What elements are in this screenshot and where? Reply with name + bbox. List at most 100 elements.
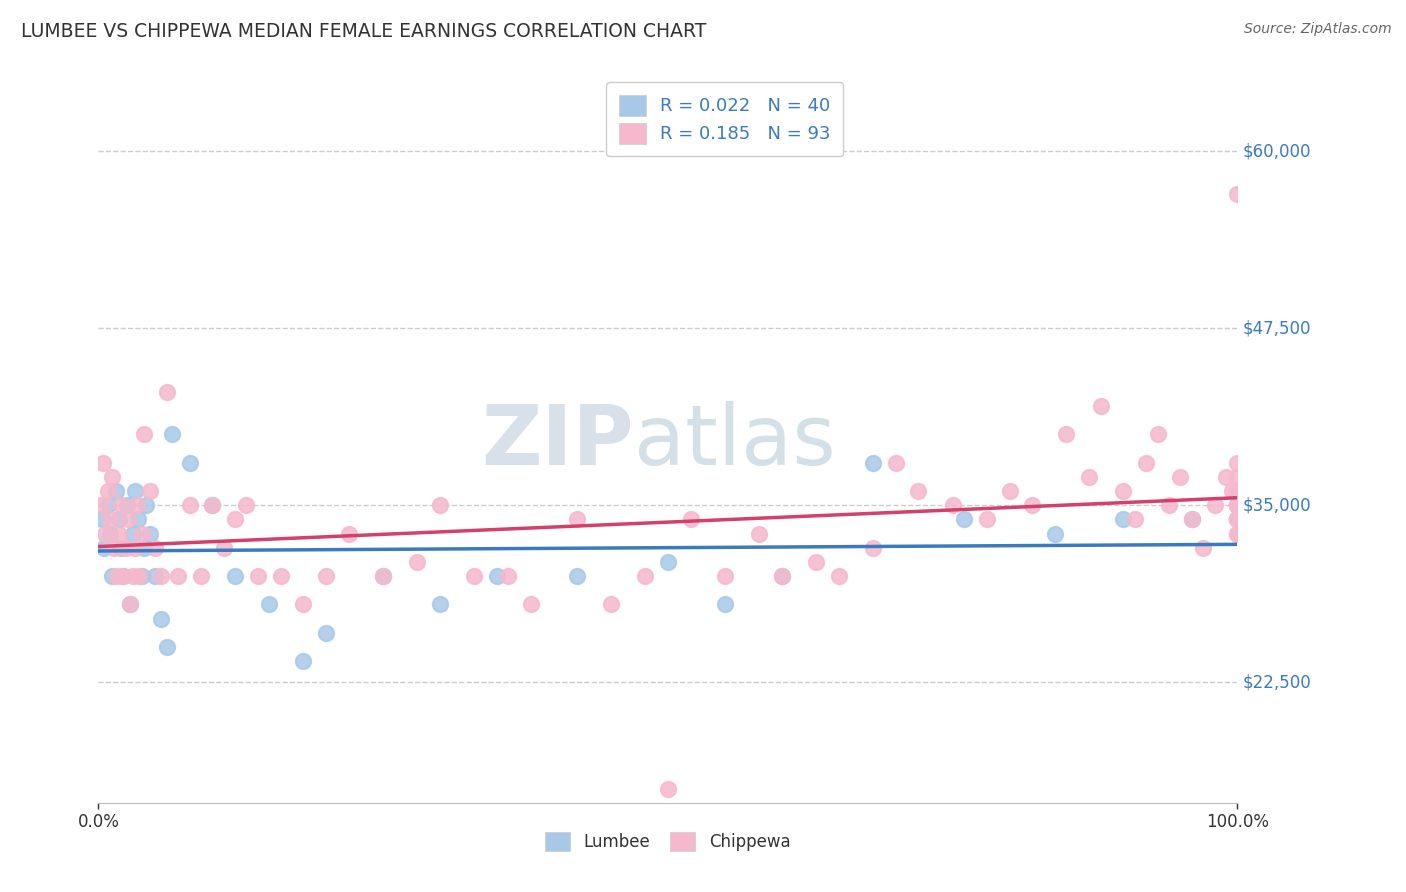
Point xyxy=(120,598,142,612)
Point xyxy=(246,569,269,583)
Point xyxy=(90,512,112,526)
Point xyxy=(1226,484,1249,499)
Point xyxy=(1226,470,1249,484)
Point xyxy=(1226,498,1249,512)
Point xyxy=(1043,526,1066,541)
Point xyxy=(1226,498,1249,512)
Point xyxy=(108,526,131,541)
Point xyxy=(112,569,135,583)
Point xyxy=(259,598,281,612)
Point xyxy=(150,612,173,626)
Point xyxy=(128,569,150,583)
Point xyxy=(1112,512,1135,526)
Point xyxy=(565,512,588,526)
Point xyxy=(124,484,146,499)
Point xyxy=(1181,512,1204,526)
Point xyxy=(998,484,1021,499)
Point xyxy=(121,526,143,541)
Point xyxy=(1146,427,1168,442)
Point xyxy=(1226,526,1249,541)
Point xyxy=(1226,512,1249,526)
Point xyxy=(907,484,929,499)
Point xyxy=(90,498,112,512)
Point xyxy=(498,569,520,583)
Point xyxy=(1226,512,1249,526)
Text: LUMBEE VS CHIPPEWA MEDIAN FEMALE EARNINGS CORRELATION CHART: LUMBEE VS CHIPPEWA MEDIAN FEMALE EARNING… xyxy=(21,22,706,41)
Point xyxy=(120,598,142,612)
Point xyxy=(429,498,451,512)
Point xyxy=(1226,512,1249,526)
Point xyxy=(1157,498,1180,512)
Point xyxy=(101,470,124,484)
Point xyxy=(1226,186,1249,201)
Point xyxy=(132,541,155,555)
Point xyxy=(110,541,132,555)
Point xyxy=(131,526,153,541)
Text: $22,500: $22,500 xyxy=(1243,673,1312,691)
Point xyxy=(138,484,160,499)
Point xyxy=(1226,498,1249,512)
Point xyxy=(101,569,124,583)
Point xyxy=(1204,498,1226,512)
Point xyxy=(634,569,657,583)
Point xyxy=(862,541,884,555)
Point xyxy=(371,569,394,583)
Point xyxy=(371,569,394,583)
Point xyxy=(94,526,117,541)
Point xyxy=(156,384,179,399)
Point xyxy=(212,541,235,555)
Point xyxy=(1135,456,1157,470)
Point xyxy=(145,569,167,583)
Point xyxy=(98,512,121,526)
Point xyxy=(748,526,770,541)
Point xyxy=(96,498,118,512)
Point xyxy=(179,456,201,470)
Point xyxy=(121,569,143,583)
Text: Source: ZipAtlas.com: Source: ZipAtlas.com xyxy=(1244,22,1392,37)
Legend: Lumbee, Chippewa: Lumbee, Chippewa xyxy=(537,823,799,860)
Point xyxy=(1192,541,1215,555)
Point xyxy=(1226,498,1249,512)
Point xyxy=(1226,498,1249,512)
Point xyxy=(224,512,246,526)
Point xyxy=(127,512,149,526)
Point xyxy=(520,598,543,612)
Point xyxy=(1181,512,1204,526)
Point xyxy=(108,512,131,526)
Point xyxy=(565,569,588,583)
Point xyxy=(117,512,139,526)
Point xyxy=(770,569,793,583)
Point xyxy=(679,512,702,526)
Point xyxy=(110,498,132,512)
Point xyxy=(1056,427,1078,442)
Point xyxy=(315,569,337,583)
Point xyxy=(976,512,998,526)
Point xyxy=(1021,498,1043,512)
Point xyxy=(112,569,135,583)
Point xyxy=(337,526,360,541)
Point xyxy=(1226,456,1249,470)
Point xyxy=(292,598,315,612)
Text: $47,500: $47,500 xyxy=(1243,319,1312,337)
Point xyxy=(1226,498,1249,512)
Point xyxy=(138,526,160,541)
Point xyxy=(953,512,976,526)
Point xyxy=(1226,484,1249,499)
Point xyxy=(224,569,246,583)
Point xyxy=(201,498,224,512)
Point xyxy=(770,569,793,583)
Point xyxy=(190,569,212,583)
Point xyxy=(270,569,292,583)
Point xyxy=(1226,526,1249,541)
Point xyxy=(657,781,679,796)
Point xyxy=(1123,512,1146,526)
Point xyxy=(93,541,115,555)
Point xyxy=(1170,470,1192,484)
Point xyxy=(135,498,157,512)
Point xyxy=(145,541,167,555)
Point xyxy=(884,456,907,470)
Point xyxy=(600,598,623,612)
Point xyxy=(132,427,155,442)
Point xyxy=(103,541,125,555)
Point xyxy=(828,569,851,583)
